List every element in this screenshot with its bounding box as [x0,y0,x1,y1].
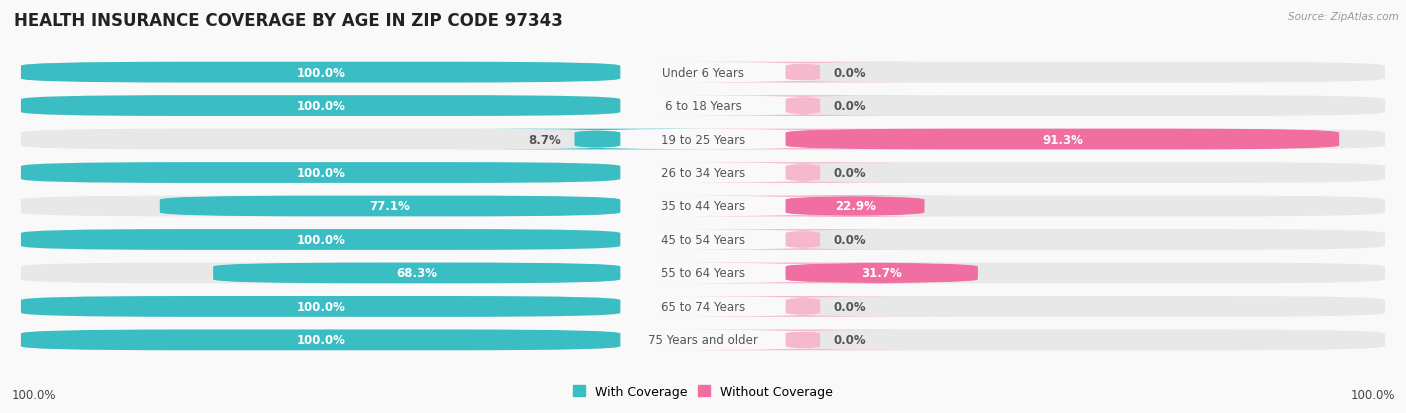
FancyBboxPatch shape [786,263,1385,284]
Text: 22.9%: 22.9% [835,200,876,213]
FancyBboxPatch shape [655,163,950,183]
Text: 100.0%: 100.0% [297,100,344,113]
FancyBboxPatch shape [786,129,1339,150]
FancyBboxPatch shape [21,129,620,150]
FancyBboxPatch shape [21,230,620,250]
FancyBboxPatch shape [786,196,1385,217]
Text: 75 Years and older: 75 Years and older [648,334,758,347]
Text: 6 to 18 Years: 6 to 18 Years [665,100,741,113]
FancyBboxPatch shape [655,296,950,317]
Text: 55 to 64 Years: 55 to 64 Years [661,267,745,280]
FancyBboxPatch shape [655,196,950,217]
Text: 77.1%: 77.1% [370,200,411,213]
FancyBboxPatch shape [214,263,620,284]
Text: 0.0%: 0.0% [834,166,866,180]
FancyBboxPatch shape [21,96,620,117]
FancyBboxPatch shape [655,263,950,284]
FancyBboxPatch shape [786,230,1385,250]
FancyBboxPatch shape [759,196,950,217]
Text: 0.0%: 0.0% [834,300,866,313]
FancyBboxPatch shape [21,63,620,83]
FancyBboxPatch shape [786,129,1385,150]
Text: 100.0%: 100.0% [297,66,344,79]
Text: 26 to 34 Years: 26 to 34 Years [661,166,745,180]
FancyBboxPatch shape [21,163,620,183]
Text: Source: ZipAtlas.com: Source: ZipAtlas.com [1288,12,1399,22]
Text: 0.0%: 0.0% [834,233,866,247]
FancyBboxPatch shape [21,63,620,83]
Text: 65 to 74 Years: 65 to 74 Years [661,300,745,313]
Text: HEALTH INSURANCE COVERAGE BY AGE IN ZIP CODE 97343: HEALTH INSURANCE COVERAGE BY AGE IN ZIP … [14,12,562,30]
FancyBboxPatch shape [21,163,620,183]
FancyBboxPatch shape [21,263,620,284]
FancyBboxPatch shape [655,330,950,350]
FancyBboxPatch shape [786,296,1385,317]
Text: 100.0%: 100.0% [297,300,344,313]
FancyBboxPatch shape [655,230,950,250]
Text: 100.0%: 100.0% [11,388,56,401]
Legend: With Coverage, Without Coverage: With Coverage, Without Coverage [572,385,834,398]
FancyBboxPatch shape [21,330,620,350]
Text: 19 to 25 Years: 19 to 25 Years [661,133,745,146]
FancyBboxPatch shape [21,330,620,350]
FancyBboxPatch shape [21,296,620,317]
Text: 91.3%: 91.3% [1042,133,1083,146]
FancyBboxPatch shape [786,96,1385,117]
FancyBboxPatch shape [456,129,740,150]
FancyBboxPatch shape [21,196,620,217]
Text: 8.7%: 8.7% [527,133,561,146]
FancyBboxPatch shape [655,129,950,150]
Text: 100.0%: 100.0% [297,166,344,180]
FancyBboxPatch shape [21,230,620,250]
Text: 68.3%: 68.3% [396,267,437,280]
Text: 100.0%: 100.0% [1350,388,1395,401]
Text: 0.0%: 0.0% [834,100,866,113]
Text: 0.0%: 0.0% [834,334,866,347]
FancyBboxPatch shape [786,63,1385,83]
FancyBboxPatch shape [786,163,1385,183]
FancyBboxPatch shape [786,330,1385,350]
Text: 100.0%: 100.0% [297,233,344,247]
Text: 45 to 54 Years: 45 to 54 Years [661,233,745,247]
Text: Under 6 Years: Under 6 Years [662,66,744,79]
FancyBboxPatch shape [786,263,977,284]
Text: 35 to 44 Years: 35 to 44 Years [661,200,745,213]
FancyBboxPatch shape [655,96,950,117]
Text: 31.7%: 31.7% [862,267,903,280]
Text: 100.0%: 100.0% [297,334,344,347]
Text: 0.0%: 0.0% [834,66,866,79]
FancyBboxPatch shape [160,196,620,217]
FancyBboxPatch shape [21,96,620,117]
FancyBboxPatch shape [21,296,620,317]
FancyBboxPatch shape [655,63,950,83]
